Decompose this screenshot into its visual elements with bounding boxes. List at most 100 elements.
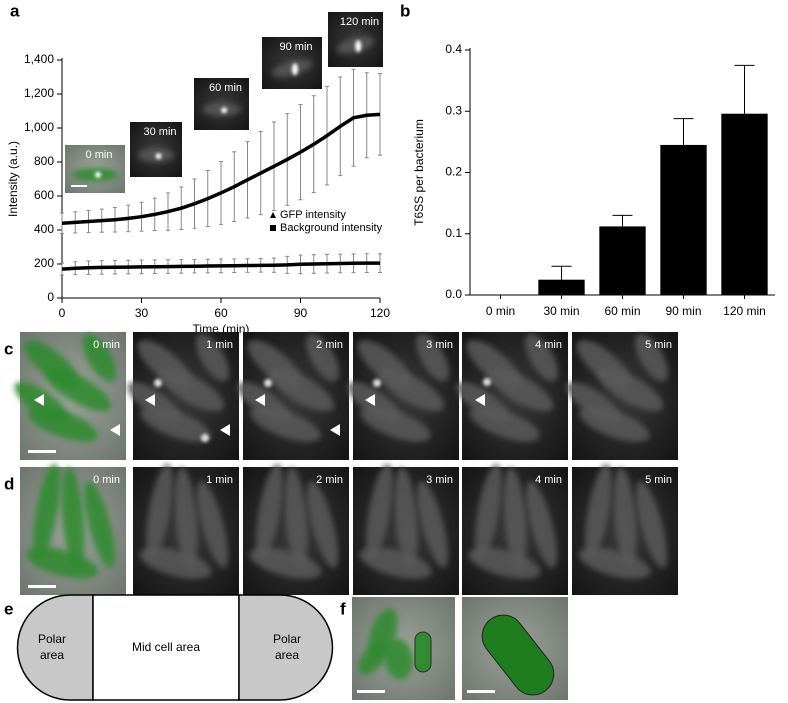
spot	[155, 153, 162, 160]
frame-label: 0 min	[93, 339, 120, 351]
micrograph	[352, 597, 455, 700]
polar-cap	[16, 594, 94, 701]
y-tick-label: 1,000	[24, 120, 54, 134]
panel-label: f	[340, 599, 346, 618]
frame-label: 2 min	[316, 339, 343, 351]
cell	[487, 367, 554, 412]
cell-outline	[481, 614, 555, 696]
x-tick-label: 0 min	[486, 304, 515, 318]
micrograph	[353, 463, 459, 595]
cell	[578, 547, 651, 579]
cell	[366, 463, 393, 560]
scale-bar	[28, 585, 56, 588]
frame-label: 3 min	[426, 474, 453, 486]
frame-label: 2 min	[316, 474, 343, 486]
frame-label: 0 min	[93, 474, 120, 486]
cell	[268, 367, 335, 412]
cell	[158, 367, 225, 412]
x-tick-label: 0	[59, 306, 66, 320]
inset-label: 90 min	[279, 41, 312, 53]
spot	[201, 434, 209, 442]
y-tick-label: 0.4	[445, 42, 462, 56]
x-tick-label: 30 min	[543, 304, 579, 318]
frame-label: 1 min	[206, 339, 233, 351]
micrograph	[462, 463, 568, 595]
y-axis-label: Intensity (a.u.)	[6, 141, 20, 217]
x-tick-label: 60 min	[604, 304, 640, 318]
micrograph	[14, 332, 126, 460]
arrowhead	[110, 424, 120, 436]
inset-label: 0 min	[86, 149, 113, 161]
cell	[585, 463, 612, 560]
cell	[613, 467, 637, 570]
bar	[721, 113, 768, 295]
cell	[526, 481, 557, 568]
micrograph	[262, 37, 322, 89]
y-axis-label: T6SS per bacterium	[412, 119, 426, 226]
micrograph	[20, 463, 126, 595]
y-tick-label: 800	[34, 154, 54, 168]
cell	[249, 547, 322, 579]
spot	[221, 107, 228, 114]
cell	[359, 547, 432, 579]
cell	[358, 643, 387, 675]
x-tick-label: 60	[214, 306, 228, 320]
legend-marker	[270, 225, 276, 231]
legend-label: Background intensity	[280, 222, 383, 234]
cell	[139, 547, 212, 579]
cell	[195, 333, 230, 382]
y-tick-label: 1,400	[24, 52, 54, 66]
y-tick-label: 1,200	[24, 86, 54, 100]
panel-label: e	[4, 599, 13, 618]
arrowhead	[34, 394, 44, 406]
cell	[597, 367, 664, 412]
arrowhead	[365, 394, 375, 406]
polar-cap	[238, 594, 334, 701]
cell	[636, 481, 667, 568]
scale-bar	[28, 450, 56, 453]
frame-label: 4 min	[535, 339, 562, 351]
x-tick-label: 30	[135, 306, 149, 320]
cell	[61, 467, 85, 570]
legend-label: GFP intensity	[280, 209, 346, 221]
spot	[292, 63, 298, 76]
y-tick-label: 0	[47, 290, 54, 304]
series-line	[61, 112, 381, 225]
frame-label: 3 min	[426, 339, 453, 351]
cell	[84, 481, 115, 568]
cell	[307, 481, 338, 568]
arrowhead	[145, 394, 155, 406]
bar	[599, 226, 646, 295]
cell	[271, 59, 313, 77]
cell	[197, 481, 228, 568]
cell	[378, 367, 445, 412]
frame-label: 5 min	[645, 474, 672, 486]
inset-label: 120 min	[340, 16, 379, 28]
spot	[264, 379, 272, 387]
cell	[634, 333, 669, 382]
scale-bar	[71, 185, 87, 187]
micrograph	[566, 332, 678, 460]
y-tick-label: 400	[34, 222, 54, 236]
panel-label: a	[10, 1, 20, 20]
region-label: Polar area	[38, 632, 66, 662]
bar	[660, 144, 707, 295]
arrowhead	[475, 394, 485, 406]
legend-marker	[270, 212, 276, 218]
inset-label: 60 min	[209, 82, 242, 94]
spot	[373, 379, 381, 387]
arrowhead	[220, 424, 230, 436]
region-label: Mid cell area	[132, 640, 200, 654]
panel-label: b	[400, 1, 410, 20]
spot	[355, 40, 362, 53]
y-tick-label: 200	[34, 256, 54, 270]
frame-label: 4 min	[535, 474, 562, 486]
cell	[82, 333, 117, 382]
region-label: Polar area	[273, 632, 301, 662]
arrowhead	[255, 394, 265, 406]
spot	[483, 378, 491, 386]
series-line	[61, 261, 380, 271]
x-tick-label: 120 min	[723, 304, 766, 318]
